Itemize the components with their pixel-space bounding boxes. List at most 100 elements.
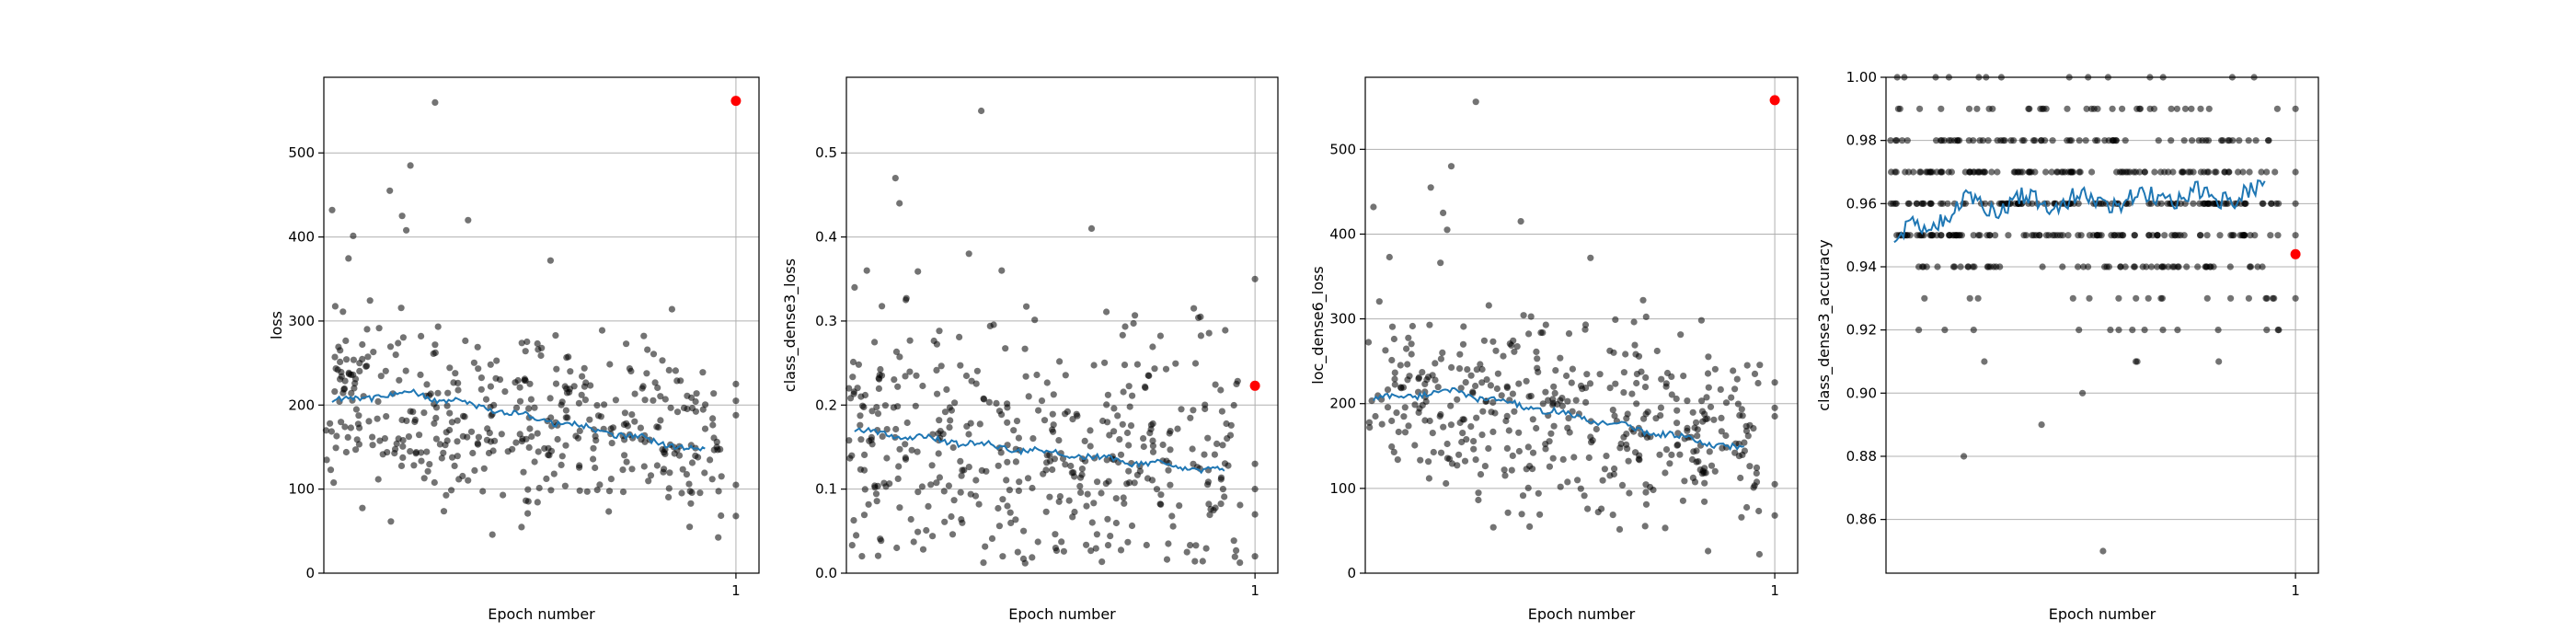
data-point xyxy=(873,498,880,505)
data-point xyxy=(1542,321,1549,328)
data-point xyxy=(713,438,720,445)
data-point xyxy=(1042,466,1050,474)
data-point xyxy=(483,436,491,443)
data-point xyxy=(1052,545,1059,552)
data-point xyxy=(1933,137,1940,144)
data-point xyxy=(552,332,559,339)
y-tick-label: 0.2 xyxy=(815,397,837,413)
data-point xyxy=(480,465,488,472)
data-point xyxy=(1558,402,1566,409)
data-point xyxy=(1388,323,1397,330)
data-point xyxy=(1535,489,1542,497)
data-point xyxy=(688,405,696,412)
data-point xyxy=(975,500,983,508)
data-point xyxy=(1103,456,1110,464)
data-point xyxy=(1974,168,1982,176)
data-point xyxy=(1934,263,1941,270)
data-point xyxy=(1417,456,1424,464)
data-point xyxy=(1415,375,1422,383)
data-point xyxy=(1494,370,1501,377)
data-point xyxy=(1705,547,1712,555)
data-point xyxy=(1178,406,1185,413)
data-point xyxy=(2105,137,2112,144)
data-point xyxy=(1961,453,1968,460)
data-point xyxy=(1432,376,1439,384)
data-point xyxy=(338,419,345,426)
data-point xyxy=(592,432,599,440)
data-point xyxy=(2239,168,2247,176)
data-point xyxy=(1662,469,1669,477)
data-point xyxy=(896,504,903,512)
data-point xyxy=(1013,418,1021,425)
data-point xyxy=(1547,430,1555,437)
data-point xyxy=(1165,466,1172,474)
data-point xyxy=(1519,492,1527,500)
y-tick-label: 0 xyxy=(305,565,315,581)
data-point xyxy=(940,488,948,495)
data-point xyxy=(1116,436,1123,443)
data-point xyxy=(1190,407,1197,414)
data-point xyxy=(1690,448,1697,455)
data-point xyxy=(701,425,709,432)
data-point xyxy=(2030,137,2037,144)
data-point xyxy=(685,480,693,488)
data-point xyxy=(891,175,899,182)
data-point xyxy=(607,425,615,432)
data-point xyxy=(1691,424,1698,431)
data-point xyxy=(1964,263,1972,270)
data-point xyxy=(1149,420,1156,428)
data-point xyxy=(1236,559,1244,567)
data-point xyxy=(524,486,532,493)
data-point xyxy=(2093,232,2100,239)
data-point xyxy=(2022,232,2030,239)
data-point xyxy=(1551,389,1558,397)
data-point xyxy=(593,402,601,409)
data-point xyxy=(2145,232,2153,239)
data-point xyxy=(1583,371,1591,378)
data-point xyxy=(572,432,580,440)
data-point xyxy=(337,358,344,365)
data-point xyxy=(906,368,914,375)
data-point xyxy=(423,448,431,455)
data-point xyxy=(2129,327,2136,334)
data-point xyxy=(956,333,963,340)
data-point xyxy=(2017,168,2024,176)
data-point xyxy=(1653,347,1661,355)
data-point xyxy=(509,445,516,453)
data-point xyxy=(1717,385,1724,393)
data-point xyxy=(1204,434,1212,442)
data-point xyxy=(946,424,953,431)
data-point xyxy=(1149,437,1156,444)
data-point xyxy=(498,431,505,438)
data-point xyxy=(342,337,350,344)
data-point xyxy=(1251,553,1259,560)
data-point xyxy=(1677,331,1685,339)
data-point xyxy=(398,213,406,220)
data-point xyxy=(2141,327,2148,334)
data-point xyxy=(1211,451,1218,458)
data-point xyxy=(531,458,538,466)
data-point xyxy=(1945,232,1953,239)
data-point xyxy=(1467,372,1475,379)
data-point xyxy=(1511,348,1518,355)
data-point xyxy=(1485,444,1492,453)
data-point xyxy=(1219,442,1226,449)
data-point xyxy=(369,442,376,449)
data-point xyxy=(1479,408,1487,415)
data-point xyxy=(543,475,550,483)
data-point xyxy=(1701,465,1708,472)
data-point xyxy=(2107,327,2114,334)
data-point xyxy=(448,419,455,426)
data-point xyxy=(1966,168,1973,176)
data-point xyxy=(891,376,898,384)
data-point xyxy=(2086,232,2093,239)
data-point xyxy=(1382,347,1389,354)
data-point xyxy=(620,420,628,429)
data-point xyxy=(1610,349,1617,356)
data-point xyxy=(718,512,725,520)
data-point xyxy=(387,518,395,525)
data-point xyxy=(2169,263,2177,270)
data-point xyxy=(2157,168,2165,176)
data-point xyxy=(576,427,583,434)
data-point xyxy=(1365,419,1373,426)
